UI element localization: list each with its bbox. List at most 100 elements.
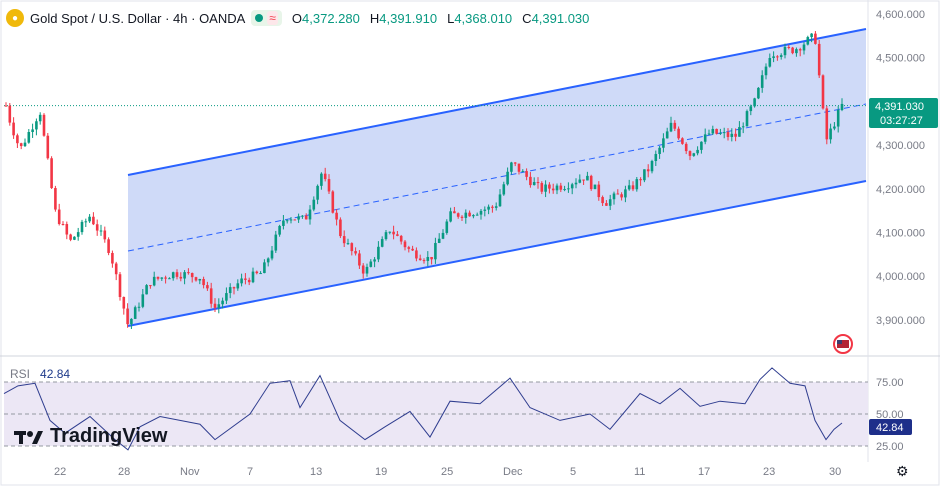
candle-body bbox=[582, 179, 585, 181]
candle-body bbox=[650, 161, 654, 172]
channel-lower-line[interactable] bbox=[127, 180, 867, 327]
candle-body bbox=[734, 133, 737, 137]
candle-body bbox=[703, 134, 707, 142]
rsi-line[interactable] bbox=[3, 367, 843, 451]
candle-body bbox=[498, 194, 502, 207]
candle-body bbox=[540, 183, 544, 192]
candle-body bbox=[821, 75, 825, 109]
channel-upper-line[interactable] bbox=[127, 28, 867, 176]
candle-body bbox=[42, 114, 46, 136]
candle-body bbox=[525, 171, 528, 177]
ohlc-high: H4,391.910 bbox=[369, 10, 438, 26]
candle-body bbox=[719, 132, 722, 134]
candle-body bbox=[88, 216, 91, 222]
gold-coin-icon: ● bbox=[6, 9, 24, 27]
candle-body bbox=[597, 184, 601, 198]
candle-body bbox=[365, 266, 369, 274]
candle-body bbox=[369, 261, 373, 267]
candle-body bbox=[681, 138, 684, 144]
candle-body bbox=[190, 273, 194, 278]
candle-body bbox=[487, 206, 490, 210]
candle-body bbox=[130, 318, 133, 325]
candle-body bbox=[411, 248, 414, 251]
candle-body bbox=[646, 169, 650, 172]
candle-body bbox=[103, 230, 107, 240]
candle-body bbox=[320, 173, 323, 186]
candle-body bbox=[99, 230, 103, 232]
candle-body bbox=[551, 188, 555, 191]
channel-mid-line[interactable] bbox=[127, 103, 867, 252]
candle-body bbox=[114, 263, 118, 275]
candle-body bbox=[111, 252, 114, 264]
candle-body bbox=[354, 251, 357, 254]
candle-body bbox=[285, 220, 289, 222]
rsi-legend[interactable]: RSI 42.84 bbox=[10, 367, 70, 381]
candle-body bbox=[187, 272, 190, 274]
market-status-badge[interactable]: ≈ bbox=[251, 10, 282, 26]
last-price-badge[interactable] bbox=[869, 98, 938, 128]
candle-body bbox=[270, 250, 274, 259]
candle-body bbox=[335, 212, 338, 220]
candle-body bbox=[399, 235, 403, 242]
candle-body bbox=[776, 56, 779, 58]
time-tick-label: 7 bbox=[247, 466, 253, 478]
candle-body bbox=[548, 184, 551, 189]
time-tick-label: 13 bbox=[310, 466, 322, 478]
candle-body bbox=[259, 273, 262, 275]
candle-body bbox=[221, 300, 224, 305]
candle-body bbox=[358, 253, 361, 266]
candle-body bbox=[510, 162, 513, 172]
candle-body bbox=[236, 283, 240, 289]
candle-body bbox=[749, 106, 753, 112]
candle-body bbox=[494, 206, 498, 208]
candle-body bbox=[692, 153, 696, 156]
candle-body bbox=[757, 87, 760, 99]
candle-body bbox=[137, 306, 141, 308]
candle-body bbox=[829, 128, 832, 140]
us-flag-icon bbox=[837, 340, 849, 348]
rsi-value-badge bbox=[869, 419, 912, 435]
symbol-title[interactable]: Gold Spot / U.S. Dollar · 4h · OANDA bbox=[30, 10, 246, 26]
candle-body bbox=[658, 147, 661, 154]
price-tick-label: 3,900.000 bbox=[876, 315, 925, 327]
candle-body bbox=[730, 133, 734, 137]
candle-body bbox=[76, 232, 80, 237]
candle-body bbox=[339, 219, 342, 237]
candle-body bbox=[118, 274, 122, 298]
candle-body bbox=[620, 194, 623, 198]
tradingview-logo[interactable]: TradingView bbox=[14, 425, 167, 448]
time-tick-label: 28 bbox=[118, 466, 130, 478]
candle-body bbox=[84, 221, 88, 223]
candle-body bbox=[244, 278, 247, 280]
time-tick-label: 11 bbox=[634, 466, 645, 478]
candle-body bbox=[787, 46, 791, 48]
candle-body bbox=[301, 215, 304, 217]
candle-body bbox=[753, 98, 756, 107]
candle-body bbox=[491, 206, 494, 208]
candle-body bbox=[8, 105, 12, 123]
candle-body bbox=[171, 272, 175, 279]
candle-body bbox=[266, 258, 270, 263]
candle-body bbox=[593, 184, 597, 190]
candle-body bbox=[472, 215, 475, 217]
candle-body bbox=[80, 221, 84, 233]
candle-body bbox=[817, 43, 821, 76]
candle-body bbox=[772, 56, 775, 59]
candle-body bbox=[107, 239, 110, 253]
time-tick-label: Dec bbox=[503, 466, 523, 478]
candle-body bbox=[247, 279, 251, 283]
price-tick-label: 4,100.000 bbox=[876, 228, 925, 240]
candle-body bbox=[833, 126, 836, 129]
candle-body bbox=[635, 179, 639, 190]
time-tick-label: 22 bbox=[54, 466, 66, 478]
candle-body bbox=[483, 209, 487, 211]
candle-body bbox=[141, 294, 145, 307]
logo-text: TradingView bbox=[50, 425, 168, 447]
candle-body bbox=[217, 304, 221, 308]
settings-gear-icon[interactable]: ⚙ bbox=[896, 463, 909, 479]
candle-body bbox=[639, 179, 642, 181]
candle-body bbox=[12, 122, 15, 136]
candle-body bbox=[563, 189, 566, 191]
candle-body bbox=[23, 142, 27, 147]
